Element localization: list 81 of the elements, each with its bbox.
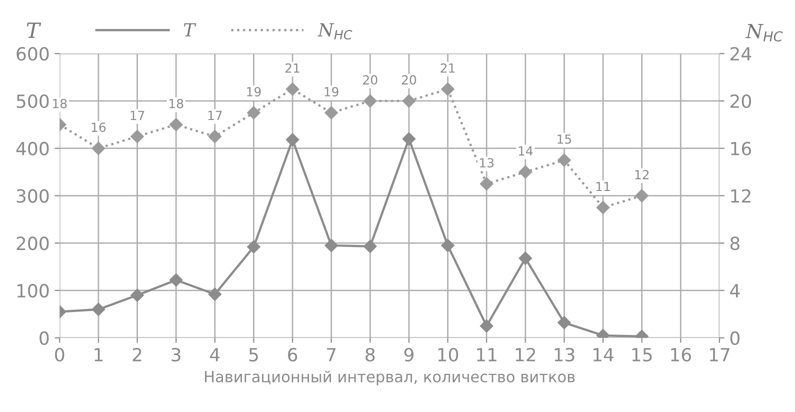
x-tick-label: 2 (132, 348, 142, 362)
data-label: 15 (558, 134, 572, 144)
point (286, 133, 300, 146)
y-tick-label: 600 (16, 47, 49, 61)
x-tick-label: 7 (327, 348, 336, 362)
point (558, 154, 571, 167)
data-label: 20 (402, 75, 416, 85)
x-axis-title: Навигационный интервал, количество витков (205, 370, 575, 386)
y-axis-title: T (26, 22, 42, 38)
data-label: 20 (363, 75, 378, 85)
data-label: 13 (480, 158, 494, 168)
point (402, 132, 416, 146)
data-label: 19 (324, 87, 338, 96)
point (402, 94, 416, 108)
y2-axis-title: N$_{HC}$ (745, 24, 783, 42)
y-tick-label: 200 (16, 236, 49, 250)
point (324, 238, 338, 252)
y2-tick-label: 24 (730, 47, 752, 60)
point (208, 130, 222, 144)
data-label: 17 (130, 110, 144, 120)
x-tick-label: 5 (249, 348, 258, 362)
x-tick-label: 8 (366, 348, 375, 362)
point (130, 130, 144, 144)
y2-tick-label: 8 (730, 236, 740, 250)
point (286, 82, 300, 96)
x-tick-label: 0 (55, 348, 64, 362)
x-tick-label: 11 (477, 348, 496, 362)
data-label: 11 (596, 182, 610, 192)
point (364, 94, 377, 108)
x-tick-label: 17 (710, 348, 730, 362)
legend-label: T (184, 23, 196, 36)
x-tick-label: 12 (516, 348, 536, 362)
y2-tick-label: 20 (730, 94, 751, 108)
point (596, 200, 610, 214)
point (92, 302, 106, 316)
x-tick-label: 15 (632, 348, 652, 362)
data-label: 21 (440, 63, 455, 73)
point (324, 106, 338, 120)
y-tick-label: 400 (16, 142, 49, 156)
point (480, 319, 494, 333)
point (364, 240, 377, 253)
y2-tick-label: 4 (730, 284, 740, 298)
point (92, 142, 106, 155)
x-tick-label: 6 (288, 348, 298, 362)
point (441, 238, 454, 252)
data-label: 18 (169, 98, 184, 108)
x-tick-label: 10 (438, 348, 458, 362)
x-tick-label: 4 (210, 348, 220, 362)
x-tick-label: 1 (94, 348, 103, 362)
y-tick-label: 100 (17, 284, 49, 298)
point (480, 177, 494, 190)
data-label: 14 (518, 146, 533, 156)
data-label: 16 (92, 122, 106, 132)
point (169, 118, 183, 132)
x-tick-label: 13 (554, 348, 574, 362)
point (247, 106, 260, 120)
point (635, 189, 648, 202)
x-tick-label: 16 (671, 348, 692, 362)
point (208, 288, 222, 301)
x-tick-label: 14 (594, 348, 614, 362)
point (247, 240, 260, 254)
point (169, 273, 183, 287)
point (441, 82, 454, 96)
data-label: 19 (247, 87, 261, 96)
x-tick-label: 9 (404, 348, 414, 362)
y2-tick-label: 16 (731, 142, 752, 156)
data-label: 17 (208, 110, 222, 120)
y-tick-label: 500 (16, 94, 49, 108)
y-tick-label: 0 (40, 331, 49, 345)
data-label: 21 (285, 63, 300, 73)
point (518, 165, 532, 179)
point (130, 288, 144, 302)
data-label: 12 (635, 170, 649, 180)
data-label: 18 (53, 98, 67, 108)
y2-tick-label: 0 (730, 331, 740, 345)
x-tick-label: 3 (172, 348, 180, 362)
point (558, 316, 571, 330)
legend-label: N$_{HC}$ (318, 23, 352, 40)
y-tick-label: 300 (16, 189, 49, 203)
y2-tick-label: 12 (731, 189, 750, 203)
point (518, 252, 532, 265)
